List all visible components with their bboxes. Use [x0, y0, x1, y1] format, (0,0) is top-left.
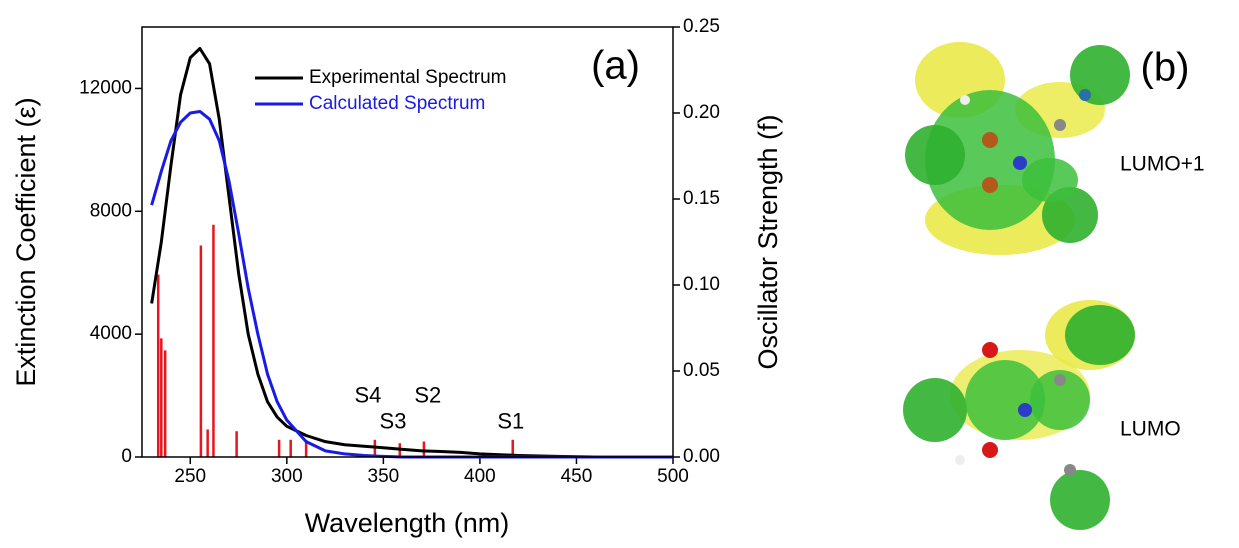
- y-axis-title: Extinction Coefficient (ε): [11, 97, 41, 386]
- y2-tick-label: 0.20: [683, 102, 720, 123]
- x-tick-label: 400: [464, 466, 496, 487]
- x-tick-label: 250: [174, 466, 206, 487]
- panel-label: (b): [1141, 46, 1190, 90]
- x-tick-label: 350: [368, 466, 400, 487]
- orbital-label: LUMO: [1120, 418, 1181, 441]
- y2-tick-label: 0.10: [683, 274, 720, 295]
- molecule-lumo: [903, 300, 1135, 530]
- annotation: S4: [354, 383, 381, 408]
- annotation: S2: [414, 383, 441, 408]
- y-tick-label: 12000: [79, 77, 132, 98]
- legend-label: Experimental Spectrum: [309, 67, 506, 88]
- x-tick-label: 300: [271, 466, 303, 487]
- y-tick-label: 8000: [90, 200, 132, 221]
- panel-label: (a): [591, 44, 640, 88]
- annotation: S1: [497, 408, 524, 433]
- figure: (b) LUMO+1 LUMO (a) Wavelength (nm) Exti…: [0, 0, 1239, 543]
- x-tick-label: 450: [561, 466, 593, 487]
- annotation: S3: [380, 408, 407, 433]
- plot-frame: [142, 27, 673, 457]
- y2-tick-label: 0.05: [683, 360, 720, 381]
- molecule-lumo-plus-1: [905, 42, 1130, 255]
- orbital-label: LUMO+1: [1120, 153, 1205, 176]
- y-tick-label: 0: [121, 446, 132, 467]
- legend-label: Calculated Spectrum: [309, 93, 485, 114]
- y-tick-label: 4000: [90, 323, 132, 344]
- y2-tick-label: 0.15: [683, 188, 720, 209]
- y2-tick-label: 0.00: [683, 446, 720, 467]
- x-tick-label: 500: [657, 466, 689, 487]
- spectrum-line: [152, 111, 673, 457]
- y2-axis-title: Oscillator Strength (f): [753, 114, 783, 369]
- x-axis-title: Wavelength (nm): [305, 508, 510, 538]
- y2-tick-label: 0.25: [683, 16, 720, 37]
